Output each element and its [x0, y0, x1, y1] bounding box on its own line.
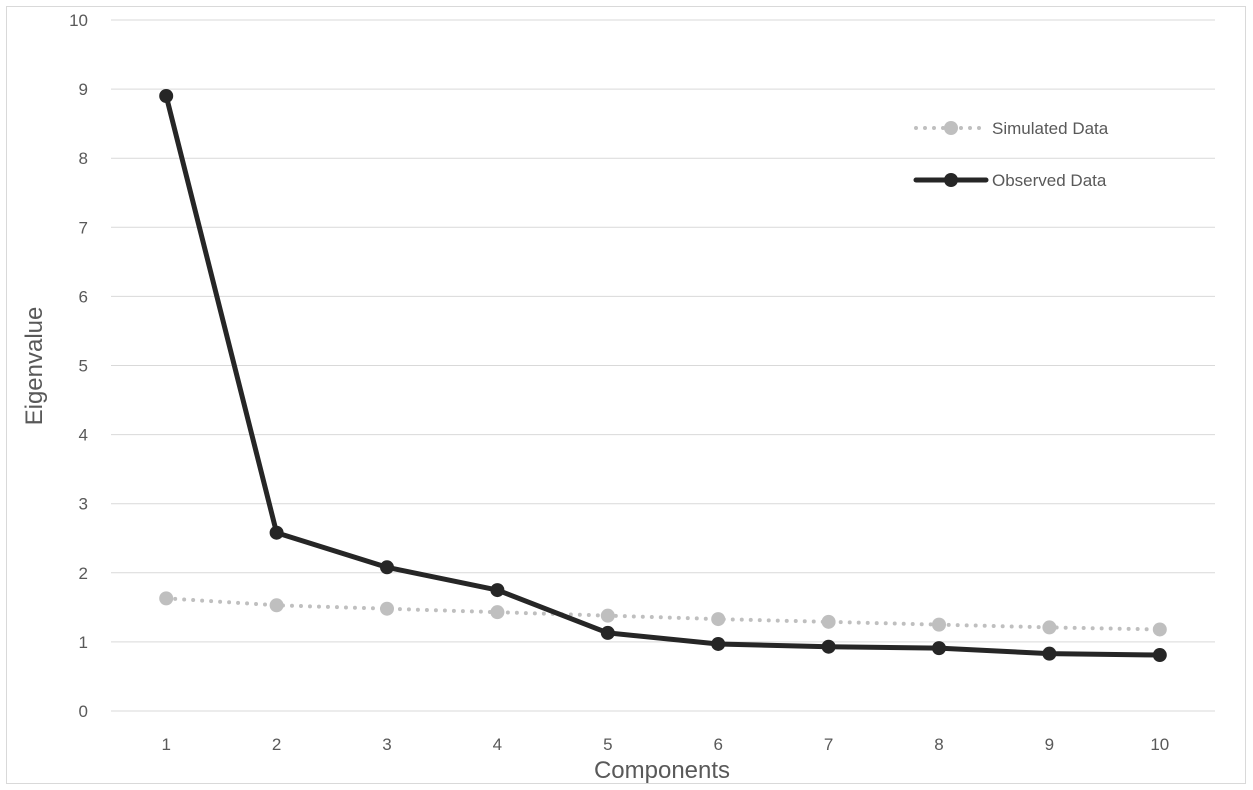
legend-label: Observed Data	[992, 171, 1107, 190]
data-point	[821, 614, 836, 629]
data-point	[932, 641, 946, 656]
x-tick-label: 10	[1150, 735, 1169, 754]
data-point	[159, 89, 174, 104]
x-tick-label: 8	[934, 735, 943, 754]
data-point	[1152, 622, 1167, 637]
data-point	[1042, 646, 1057, 661]
legend-item: Observed Data	[913, 171, 1107, 190]
legend: Simulated Data Observed Data	[913, 119, 1109, 190]
y-tick-label: 3	[79, 495, 88, 514]
series-line	[164, 596, 1162, 632]
legend-marker	[944, 173, 958, 187]
data-point	[932, 617, 946, 632]
data-point	[269, 525, 284, 540]
gridlines	[111, 19, 1215, 712]
y-tick-label: 8	[79, 149, 88, 168]
y-tick-label: 4	[79, 426, 88, 445]
data-point	[380, 601, 394, 616]
series-observed-data	[159, 89, 1167, 663]
y-tick-label: 0	[79, 702, 88, 721]
x-tick-label: 5	[603, 735, 612, 754]
y-axis-title: Eigenvalue	[21, 307, 48, 426]
y-tick-label: 9	[79, 80, 88, 99]
legend-item: Simulated Data	[914, 119, 1109, 138]
data-point	[269, 598, 284, 613]
series-simulated-data	[159, 591, 1167, 637]
x-tick-label: 7	[824, 735, 833, 754]
y-axis-ticks: 0 1 2 3 4 5 6 7 8 9 10	[69, 11, 88, 721]
x-tick-label: 2	[272, 735, 281, 754]
legend-marker	[944, 121, 958, 135]
x-axis-title: Components	[594, 757, 730, 784]
x-tick-label: 1	[161, 735, 170, 754]
x-tick-label: 4	[493, 735, 502, 754]
data-point	[711, 612, 726, 627]
y-tick-label: 1	[79, 633, 88, 652]
data-point	[1042, 620, 1057, 635]
legend-label: Simulated Data	[992, 119, 1109, 138]
x-tick-label: 3	[382, 735, 391, 754]
data-point	[1152, 648, 1167, 663]
x-tick-label: 9	[1045, 735, 1054, 754]
y-tick-label: 7	[79, 218, 88, 237]
data-point	[600, 625, 615, 640]
data-point	[490, 583, 505, 598]
data-point	[380, 560, 394, 575]
data-point	[711, 636, 726, 651]
data-point	[600, 608, 615, 623]
y-tick-label: 10	[69, 11, 88, 30]
y-tick-label: 2	[79, 564, 88, 583]
series-layer	[159, 89, 1167, 663]
y-tick-label: 6	[79, 287, 88, 306]
data-point	[821, 639, 836, 654]
x-axis-ticks: 1 2 3 4 5 6 7 8 9 10	[161, 735, 1169, 754]
y-tick-label: 5	[79, 357, 88, 376]
x-tick-label: 6	[713, 735, 722, 754]
series-line	[163, 93, 1163, 658]
data-point	[490, 605, 505, 620]
data-point	[159, 591, 174, 606]
